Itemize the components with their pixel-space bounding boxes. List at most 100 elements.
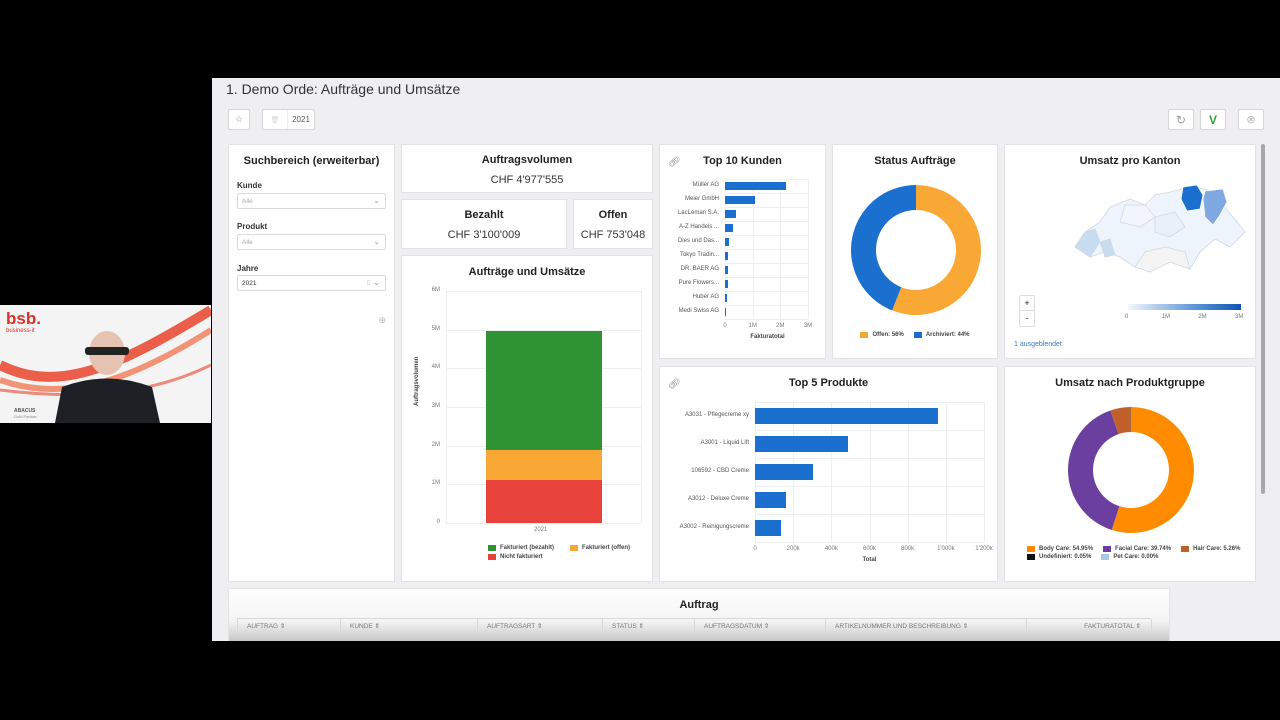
legend-item[interactable]: Body Care: 54.95% <box>1027 546 1093 552</box>
donut-slice[interactable] <box>851 185 916 311</box>
chevron-down-icon: ⌄ <box>373 237 380 246</box>
kpi-title: Auftragsvolumen <box>481 154 573 166</box>
legend-label: Archiviert: 44% <box>925 332 970 338</box>
column-header[interactable]: AUFTRAGSDATUM ⇕ <box>695 619 826 633</box>
category-label: LacLeman S.A. <box>677 210 719 216</box>
y-tick-label: 3M <box>431 403 440 409</box>
column-header[interactable]: FAKTURATOTAL ⇕ <box>1027 619 1152 633</box>
x-tick-label: 400k <box>824 546 838 552</box>
bar[interactable] <box>725 196 755 204</box>
produkt-select[interactable]: Alle ⌄ <box>237 234 386 250</box>
donut-slice[interactable] <box>892 185 981 315</box>
x-tick-label: 200k <box>786 546 800 552</box>
column-header[interactable]: AUFTRAGSART ⇕ <box>478 619 603 633</box>
legend-item[interactable]: Fakturiert (bezahlt) <box>488 545 554 551</box>
produkt-label: Produkt <box>237 222 268 231</box>
chart-status-auftraege: Status Aufträge Offen: 56% Archiviert: 44… <box>832 144 998 359</box>
trash-icon[interactable]: 🗑 <box>263 110 288 129</box>
zoom-in-button[interactable]: + <box>1020 296 1034 311</box>
y-tick-label: 0 <box>436 519 440 525</box>
x-tick-label: 1'000k <box>937 546 955 552</box>
legend-item[interactable]: Offen: 56% <box>860 332 904 338</box>
chart-legend: Offen: 56% Archiviert: 44% <box>833 332 997 338</box>
x-tick-label: 0 <box>723 323 727 329</box>
bar[interactable] <box>755 464 813 480</box>
kunde-select[interactable]: Alle ⌄ <box>237 193 386 209</box>
kunde-select-value: Alle <box>242 197 253 205</box>
category-label: A-Z Handels ... <box>678 224 719 230</box>
column-header[interactable]: ARTIKELNUMMER UND BESCHREIBUNG ⇕ <box>826 619 1027 633</box>
category-label: A3031 - Pflegecreme xy <box>684 412 749 418</box>
legend-item[interactable]: Fakturiert (offen) <box>570 545 630 551</box>
column-header[interactable]: AUFTRAG ⇕ <box>238 619 341 633</box>
vertical-scrollbar[interactable] <box>1261 144 1265 494</box>
apply-button[interactable]: V <box>1200 109 1226 130</box>
link-icon[interactable]: 🔗︎ <box>668 379 681 390</box>
partner-subtitle: Gold Partner <box>14 414 37 419</box>
bar[interactable] <box>725 182 786 190</box>
bar-segment[interactable] <box>486 479 602 523</box>
x-tick-label: 800k <box>901 546 915 552</box>
legend-item[interactable]: Archiviert: 44% <box>913 332 970 338</box>
bar[interactable] <box>725 210 736 218</box>
kpi-title: Offen <box>598 209 628 221</box>
category-label: Meier GmbH <box>684 196 719 202</box>
clear-icon[interactable]: ▯ <box>366 280 370 286</box>
y-tick-label: 6M <box>431 287 440 293</box>
category-label: Pure Flowers... <box>678 280 719 286</box>
donut-slice[interactable] <box>1068 410 1120 530</box>
legend-item[interactable]: Nicht fakturiert <box>488 554 543 560</box>
gridline <box>725 291 808 292</box>
column-header[interactable]: STATUS ⇕ <box>603 619 695 633</box>
bar[interactable] <box>725 252 729 260</box>
star-icon: ☆ <box>234 114 244 124</box>
bar-segment[interactable] <box>486 450 602 480</box>
legend-label: Hair Care: 5.26% <box>1193 546 1241 552</box>
legend-item[interactable]: Undefiniert: 0.05% <box>1027 554 1091 560</box>
bar[interactable] <box>725 238 730 246</box>
bar[interactable] <box>725 294 728 302</box>
bar[interactable] <box>725 308 726 316</box>
gridline <box>446 523 641 524</box>
hidden-count-link[interactable]: 1 ausgeblendet <box>1014 341 1062 348</box>
category-label: Dies und Das... <box>677 238 719 244</box>
legend-item[interactable]: Pet Care: 0.00% <box>1101 554 1158 560</box>
chart-legend: Body Care: 54.95% Facial Care: 39.74% Hair… <box>1027 546 1247 560</box>
dashboard-window: 1. Demo Orde: Aufträge und Umsätze ☆ 🗑 2… <box>212 78 1280 641</box>
jahre-select[interactable]: 2021 ▯ ⌄ <box>237 275 386 291</box>
switzerland-map[interactable] <box>1055 177 1255 277</box>
bar[interactable] <box>755 492 786 508</box>
kpi-value: CHF 3'100'009 <box>447 229 521 241</box>
bar[interactable] <box>725 280 728 288</box>
zoom-out-button[interactable]: - <box>1025 313 1029 323</box>
legend-item[interactable]: Hair Care: 5.26% <box>1181 546 1240 552</box>
link-icon[interactable]: 🔗︎ <box>668 157 681 168</box>
bar[interactable] <box>755 436 848 452</box>
brand-subtitle: business-it <box>6 328 35 334</box>
color-scale-bar <box>1128 304 1241 310</box>
legend-item[interactable]: Facial Care: 39.74% <box>1103 546 1171 552</box>
x-tick-label: 3M <box>803 323 813 329</box>
year-chip-value: 2021 <box>292 115 310 124</box>
donut-slice[interactable] <box>1111 407 1194 533</box>
bar[interactable] <box>755 408 939 424</box>
column-header[interactable]: KUNDE ⇕ <box>341 619 478 633</box>
bar-segment[interactable] <box>486 330 602 451</box>
chart-title: Umsatz pro Kanton <box>1079 155 1181 167</box>
bar[interactable] <box>725 224 733 232</box>
bar[interactable] <box>725 266 728 274</box>
year-filter-chip[interactable]: 🗑 2021 <box>262 109 315 130</box>
gridline <box>725 277 808 278</box>
close-button[interactable]: ⊗ <box>1238 109 1264 130</box>
gridline <box>725 221 808 222</box>
canton-zurich <box>1180 184 1204 212</box>
gridline <box>725 319 808 320</box>
bar[interactable] <box>755 520 781 536</box>
add-filter-icon[interactable]: ⊕ <box>378 315 386 325</box>
gridline <box>831 402 833 542</box>
y-tick-label: 1M <box>431 480 440 487</box>
table-header: AUFTRAG ⇕ KUNDE ⇕ AUFTRAGSART ⇕ STATUS ⇕ AUF… <box>237 618 1152 633</box>
favorite-button[interactable]: ☆ <box>228 109 250 130</box>
donut-slice[interactable] <box>1110 407 1131 435</box>
refresh-button[interactable]: ↻ <box>1168 109 1194 130</box>
